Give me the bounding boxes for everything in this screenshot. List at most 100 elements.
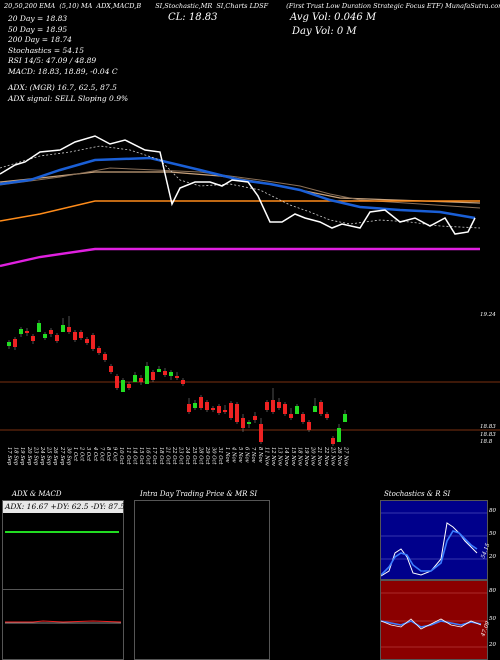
candlestick <box>169 370 173 380</box>
candle-body-down <box>25 331 29 333</box>
candlestick <box>343 410 347 422</box>
candle-body-up <box>313 406 317 412</box>
candlestick <box>289 408 293 420</box>
adx-signal-readout: ADX signal: SELL Sloping 0.9% <box>8 93 129 103</box>
candle-body-up <box>343 414 347 422</box>
candle-body-down <box>73 332 77 340</box>
date-tick-label: 20 Nov <box>310 446 316 466</box>
date-tick-label: 1 Oct <box>72 447 78 462</box>
header-item-ema: 20,50,200 EMA <box>4 2 56 10</box>
candlestick <box>307 420 311 432</box>
candlestick <box>43 332 47 340</box>
date-tick-label: 15 Nov <box>290 447 296 466</box>
candle-body-down <box>253 416 257 420</box>
candle-body-up <box>145 366 149 384</box>
candlestick <box>325 412 329 420</box>
date-tick-label: 21 Oct <box>164 446 170 465</box>
candle-body-down <box>31 336 35 341</box>
candle-body-down <box>259 424 263 442</box>
date-tick-label: 16 Oct <box>145 447 151 465</box>
candle-body-up <box>43 334 47 338</box>
adx-values: ADX: 16.67 +DY: 62.5 -DY: 87.5 <box>5 502 126 511</box>
candlestick <box>85 337 89 345</box>
date-tick-label: 21 Nov <box>316 446 322 466</box>
candlestick <box>235 402 239 424</box>
price-close-line <box>0 135 476 235</box>
date-tick-label: 14 Nov <box>283 447 289 466</box>
rsi-panel <box>380 580 488 660</box>
date-tick-label: 19 Nov <box>303 447 309 466</box>
candle-body-up <box>337 428 341 442</box>
candlesticks <box>7 316 347 446</box>
date-tick-label: 23 Sep <box>32 446 38 466</box>
date-axis: 17 Sep 18 Sep 19 Sep 20 Sep 23 Sep 24 Sep 25 S… <box>6 446 349 466</box>
rsi-axis-80: 80 <box>489 588 496 594</box>
candle-body-up <box>169 372 173 376</box>
indicator-readout: 20 Day = 18.83 50 Day = 18.95 200 Day = … <box>8 14 128 104</box>
candlestick <box>157 366 161 372</box>
candlestick <box>211 406 215 412</box>
candle-body-down <box>301 414 305 422</box>
candlestick <box>127 382 131 390</box>
header-item-adx: ADX,MACD,B <box>96 2 142 10</box>
candlestick <box>49 328 53 337</box>
candle-body-down <box>271 400 275 412</box>
candlestick <box>121 378 125 392</box>
candle-body-up <box>133 375 137 382</box>
header-item-si: SI,Stochastic,MR <box>155 2 213 10</box>
date-tick-label: 23 Oct <box>178 446 184 465</box>
date-tick-label: 8 Oct <box>105 447 111 462</box>
candlestick <box>79 330 83 340</box>
candlestick <box>7 340 11 349</box>
candle-body-down <box>175 376 179 378</box>
ema50-readout: 50 Day = 18.95 <box>8 24 68 34</box>
date-tick-label: 6 Nov <box>244 447 250 463</box>
avg-volume: Avg Vol: 0.046 M <box>290 12 377 23</box>
candlestick <box>19 327 23 337</box>
axis-label-upper: 19.24 <box>480 312 496 318</box>
candlestick <box>337 424 341 442</box>
candle-body-down <box>49 330 53 334</box>
date-tick-label: 7 Nov <box>250 447 256 463</box>
candlestick <box>91 333 95 351</box>
candle-body-down <box>151 372 155 380</box>
candlestick <box>295 404 299 414</box>
candlestick <box>181 378 185 386</box>
ema200-readout: 200 Day = 18.74 <box>8 35 72 44</box>
candle-body-down <box>103 354 107 360</box>
candlestick <box>217 404 221 415</box>
candle-body-down <box>181 380 185 384</box>
date-tick-label: 8 Nov <box>257 447 263 463</box>
candlestick <box>265 400 269 412</box>
support-line <box>0 247 480 268</box>
date-tick-label: 19 Sep <box>19 447 25 466</box>
adx-signal-line <box>5 531 119 533</box>
candlestick <box>283 402 287 416</box>
date-tick-label: 7 Oct <box>98 447 104 462</box>
axis-label-low2: 18.83 <box>480 432 496 438</box>
candle-body-down <box>211 408 215 410</box>
candlestick <box>25 328 29 336</box>
close-price: CL: 18.83 <box>168 12 218 23</box>
axis-label-low3: 18.8 <box>480 439 493 445</box>
candle-body-down <box>91 335 95 349</box>
date-tick-label: 18 Nov <box>296 447 302 466</box>
macd-line <box>3 619 123 624</box>
ema50-line <box>0 171 481 204</box>
candlestick <box>175 372 179 380</box>
candlestick <box>259 418 263 444</box>
day-volume: Day Vol: 0 M <box>292 26 357 37</box>
date-tick-label: 25 Nov <box>329 446 335 466</box>
candle-body-down <box>307 422 311 430</box>
candlestick <box>193 400 197 410</box>
candle-body-down <box>265 402 269 410</box>
date-tick-label: 18 Sep <box>13 447 19 466</box>
candlestick <box>205 400 209 412</box>
candle-body-down <box>319 402 323 414</box>
candle-body-down <box>79 332 83 338</box>
date-tick-label: 27 Nov <box>343 446 349 466</box>
rsi-axis-20: 20 <box>489 642 496 648</box>
date-tick-label: 26 Nov <box>336 446 342 466</box>
candlestick <box>151 370 155 382</box>
candle-body-down <box>235 404 239 422</box>
